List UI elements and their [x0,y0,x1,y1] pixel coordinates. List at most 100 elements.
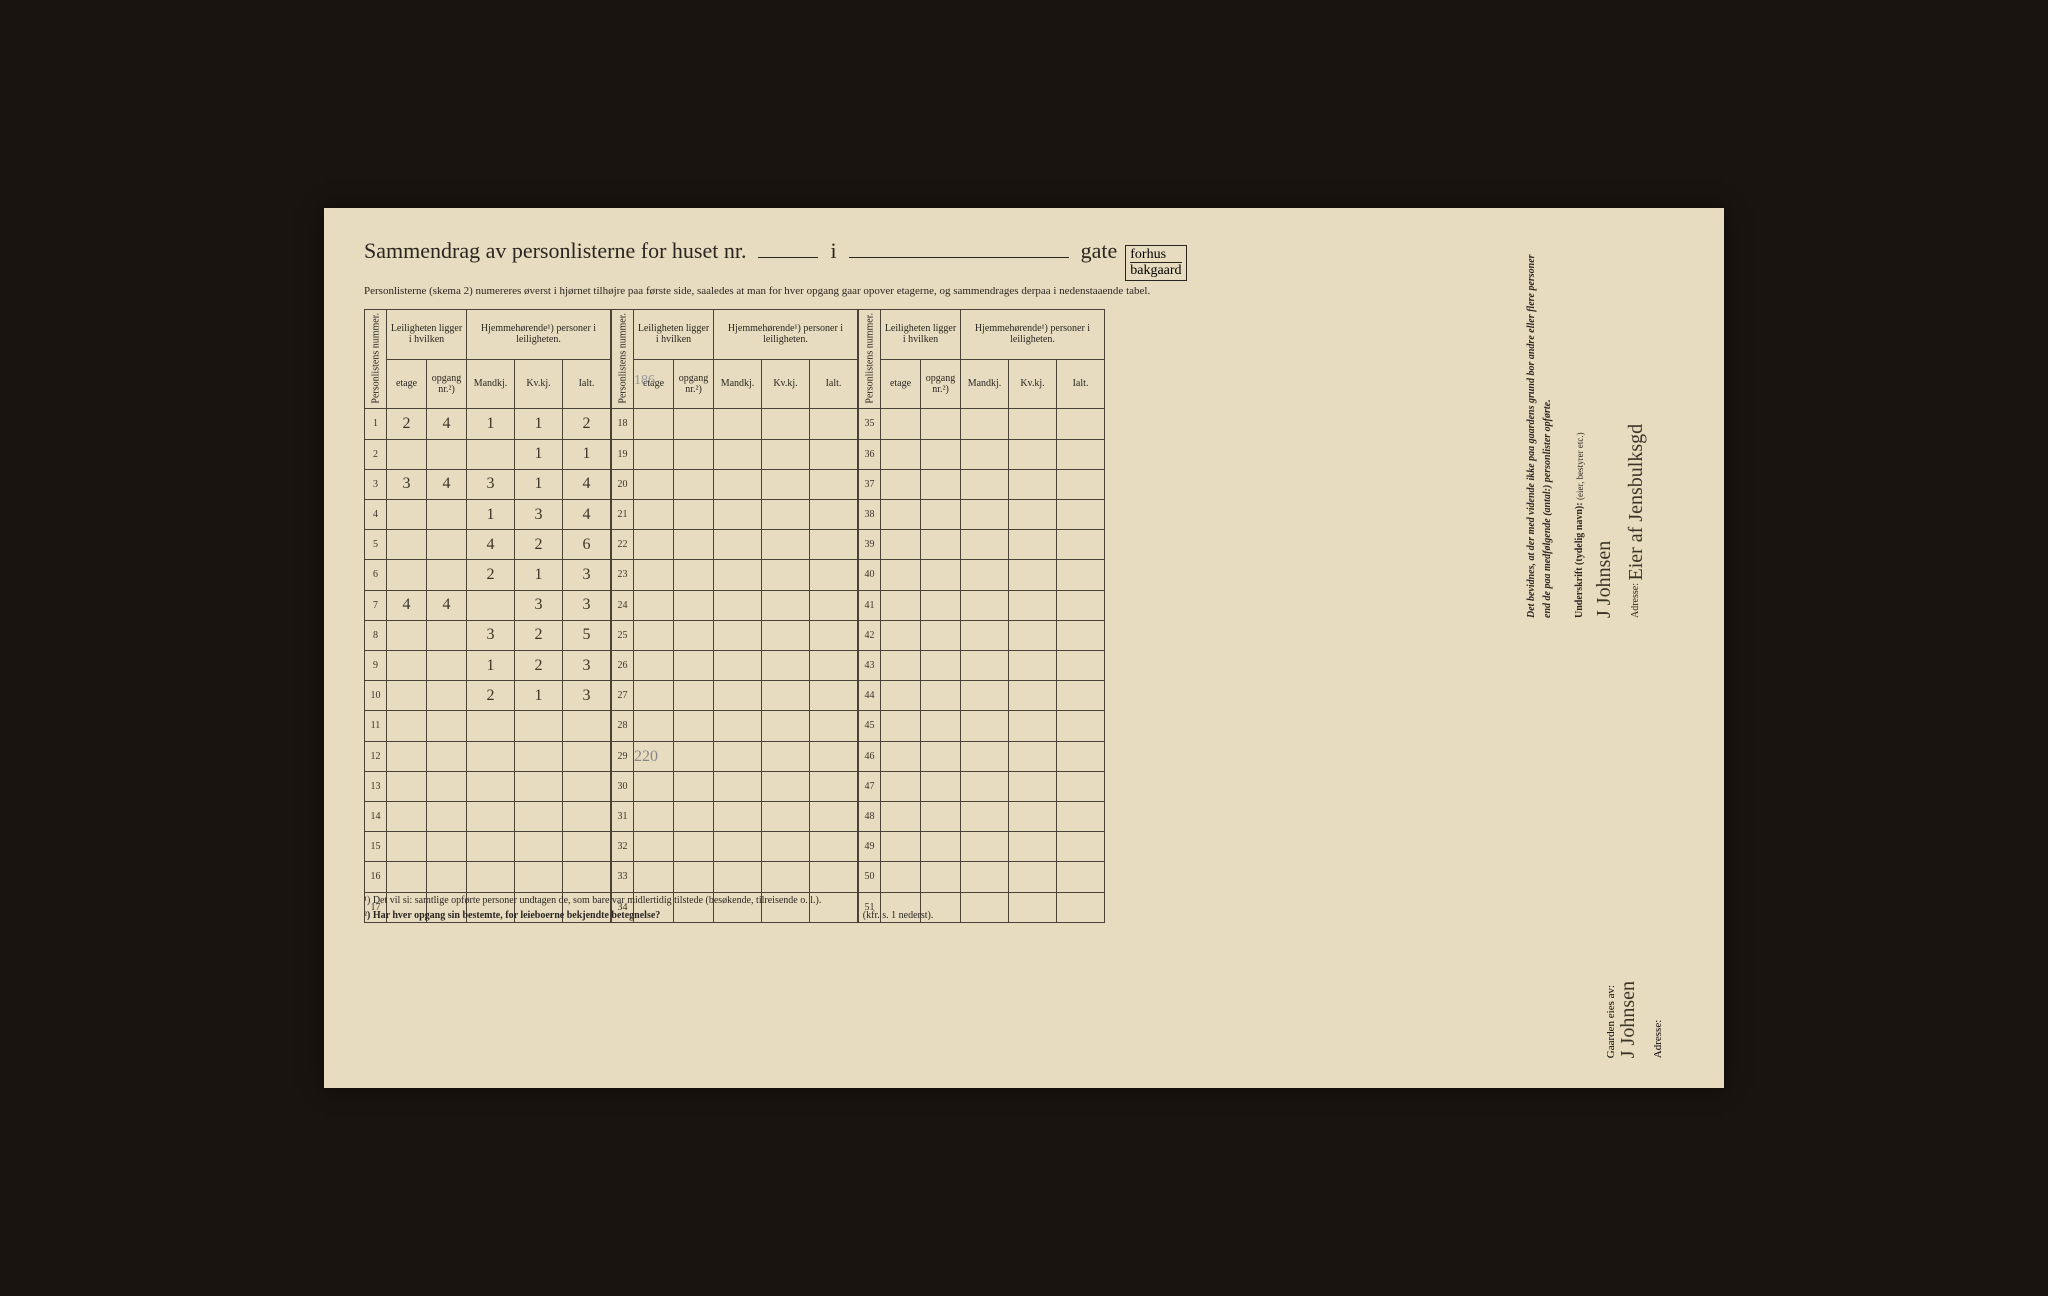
row-number: 6 [365,560,387,590]
row-number: 39 [859,530,881,560]
col-hjemme-c: Hjemmehørende¹) personer i leiligheten. [961,309,1105,359]
row-number: 26 [612,650,634,680]
table-row: 25 [612,620,858,650]
table-row: 49 [859,832,1105,862]
table-row: 27 [612,681,858,711]
table-row: 124112 [365,409,611,439]
table-row: 5426 [365,530,611,560]
right-column: Det bevidnes, at der med vidende ikke pa… [1504,238,1684,1058]
row-number: 44 [859,681,881,711]
row-number: 25 [612,620,634,650]
underskrift-label: Underskrift (tydelig navn): [1574,502,1585,618]
table-row: 44 [859,681,1105,711]
row-number: 47 [859,771,881,801]
col-leiligheten-b: Leiligheten ligger i hvilken [634,309,714,359]
table-row: 21 [612,499,858,529]
row-number: 18 [612,409,634,439]
row-number: 38 [859,499,881,529]
table-row: 46 [859,741,1105,771]
table-row: 22 [612,530,858,560]
table-row: 43 [859,650,1105,680]
main-content: Sammendrag av personlisterne for huset n… [364,238,1504,1058]
row-number: 8 [365,620,387,650]
row-number: 45 [859,711,881,741]
row-number: 31 [612,801,634,831]
row-number: 29 [612,741,634,771]
table-row: 28 [612,711,858,741]
table-row: 40 [859,560,1105,590]
row-number: 2 [365,439,387,469]
gaarden-label: Gaarden eies av: [1605,985,1617,1058]
table-section-a: Personlistens nummer. Leiligheten ligger… [364,309,611,923]
table-container: Personlistens nummer. Leiligheten ligger… [364,309,1504,886]
row-number: 27 [612,681,634,711]
table-row: 26 [612,650,858,680]
row-number: 48 [859,801,881,831]
col-nr-c: Personlistens nummer. [859,309,881,409]
pencil-note-186: 186 [634,373,655,389]
row-number: 33 [612,862,634,892]
row-number: 49 [859,832,881,862]
col-leiligheten: Leiligheten ligger i hvilken [387,309,467,359]
title-i: i [830,238,836,264]
attestation-block: Det bevidnes, at der med vidende ikke pa… [1524,238,1684,618]
table-row: 39 [859,530,1105,560]
row-number: 35 [859,409,881,439]
blank-nr [758,257,818,258]
table-row: 32 [612,832,858,862]
col-kvkj: Kv.kj. [515,359,563,409]
row-number: 5 [365,530,387,560]
row-number: 14 [365,801,387,831]
eier-label: (eier, bestyrer etc.) [1575,432,1585,500]
row-number: 3 [365,469,387,499]
row-number: 43 [859,650,881,680]
col-mandkj: Mandkj. [467,359,515,409]
attest-text: Det bevidnes, at der med vidende ikke pa… [1526,254,1553,618]
row-number: 37 [859,469,881,499]
row-number: 15 [365,832,387,862]
row-number: 28 [612,711,634,741]
table-row: 211 [365,439,611,469]
table-row: 20 [612,469,858,499]
row-number: 10 [365,681,387,711]
table-row: 33 [612,862,858,892]
table-row: 12 [365,741,611,771]
row-number: 50 [859,862,881,892]
census-form: Sammendrag av personlisterne for huset n… [324,208,1724,1088]
table-row: 31 [612,801,858,831]
table-row: 74433 [365,590,611,620]
table-row: 48 [859,801,1105,831]
col-hjemme-b: Hjemmehørende¹) personer i leiligheten. [714,309,858,359]
row-number: 36 [859,439,881,469]
pencil-total: 220 [634,748,658,766]
row-number: 42 [859,620,881,650]
owner-signature-block: Gaarden eies av: J Johnsen Adresse: [1605,981,1664,1058]
table-row: 9123 [365,650,611,680]
row-number: 22 [612,530,634,560]
table-row: 41 [859,590,1105,620]
table-row: 35 [859,409,1105,439]
blank-street [849,257,1069,258]
table-row: 15 [365,832,611,862]
table-section-b: Personlistens nummer. Leiligheten ligger… [611,309,858,923]
table-section-c: Personlistens nummer. Leiligheten ligger… [858,309,1105,923]
address-text: Eier af Jensbulksgd [1625,424,1647,581]
gaarden-signature: J Johnsen [1617,981,1639,1058]
subtitle: Personlisterne (skema 2) numereres øvers… [364,285,1504,297]
table-row: 30 [612,771,858,801]
fraction-bottom: bakgaard [1130,263,1181,278]
table-row: 19 [612,439,858,469]
row-number: 4 [365,499,387,529]
footnote-2: ²) Har hver opgang sin bestemte, for lei… [364,910,1504,921]
row-number: 21 [612,499,634,529]
row-number: 19 [612,439,634,469]
gate-fraction: forhus bakgaard [1125,245,1186,281]
table-row: 37 [859,469,1105,499]
row-number: 23 [612,560,634,590]
table-row: 47 [859,771,1105,801]
table-row: 8325 [365,620,611,650]
row-number: 40 [859,560,881,590]
signature: J Johnsen [1593,541,1615,618]
footnote-1: ¹) Det vil si: samtlige opførte personer… [364,895,1504,906]
col-nr: Personlistens nummer. [365,309,387,409]
